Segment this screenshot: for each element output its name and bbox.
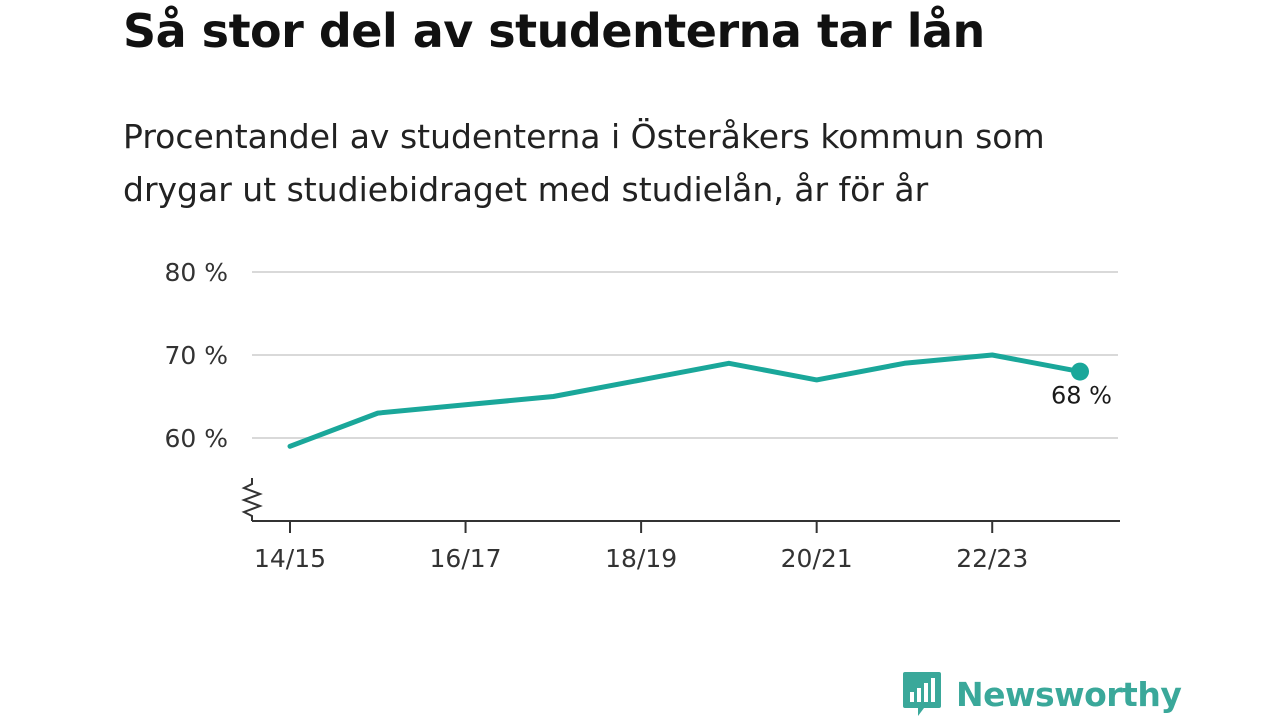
axis-break-icon [241, 478, 263, 521]
newsworthy-logo: Newsworthy [902, 670, 1182, 718]
y-tick-label: 60 % [164, 424, 228, 453]
y-tick-label: 70 % [164, 341, 228, 370]
last-value-label: 68 % [1051, 382, 1112, 410]
x-tick-label: 14/15 [254, 544, 326, 573]
chart-title: Så stor del av studenterna tar lån [123, 4, 985, 58]
x-tick-label: 18/19 [605, 544, 677, 573]
series-line [287, 352, 1083, 449]
chart-subtitle: Procentandel av studenterna i Österåkers… [123, 117, 1045, 209]
brand-name: Newsworthy [956, 674, 1182, 714]
last-value-marker [1071, 362, 1089, 381]
x-tick-label: 22/23 [956, 544, 1028, 573]
line-chart: 60 % 70 % 80 % 14/15 16/17 18/19 20/21 22/23 68 … [164, 258, 1120, 573]
bar-chart-speech-bubble-icon [903, 672, 941, 716]
x-tick-label: 16/17 [430, 544, 502, 573]
y-tick-label: 80 % [164, 258, 228, 287]
x-tick-label: 20/21 [781, 544, 853, 573]
